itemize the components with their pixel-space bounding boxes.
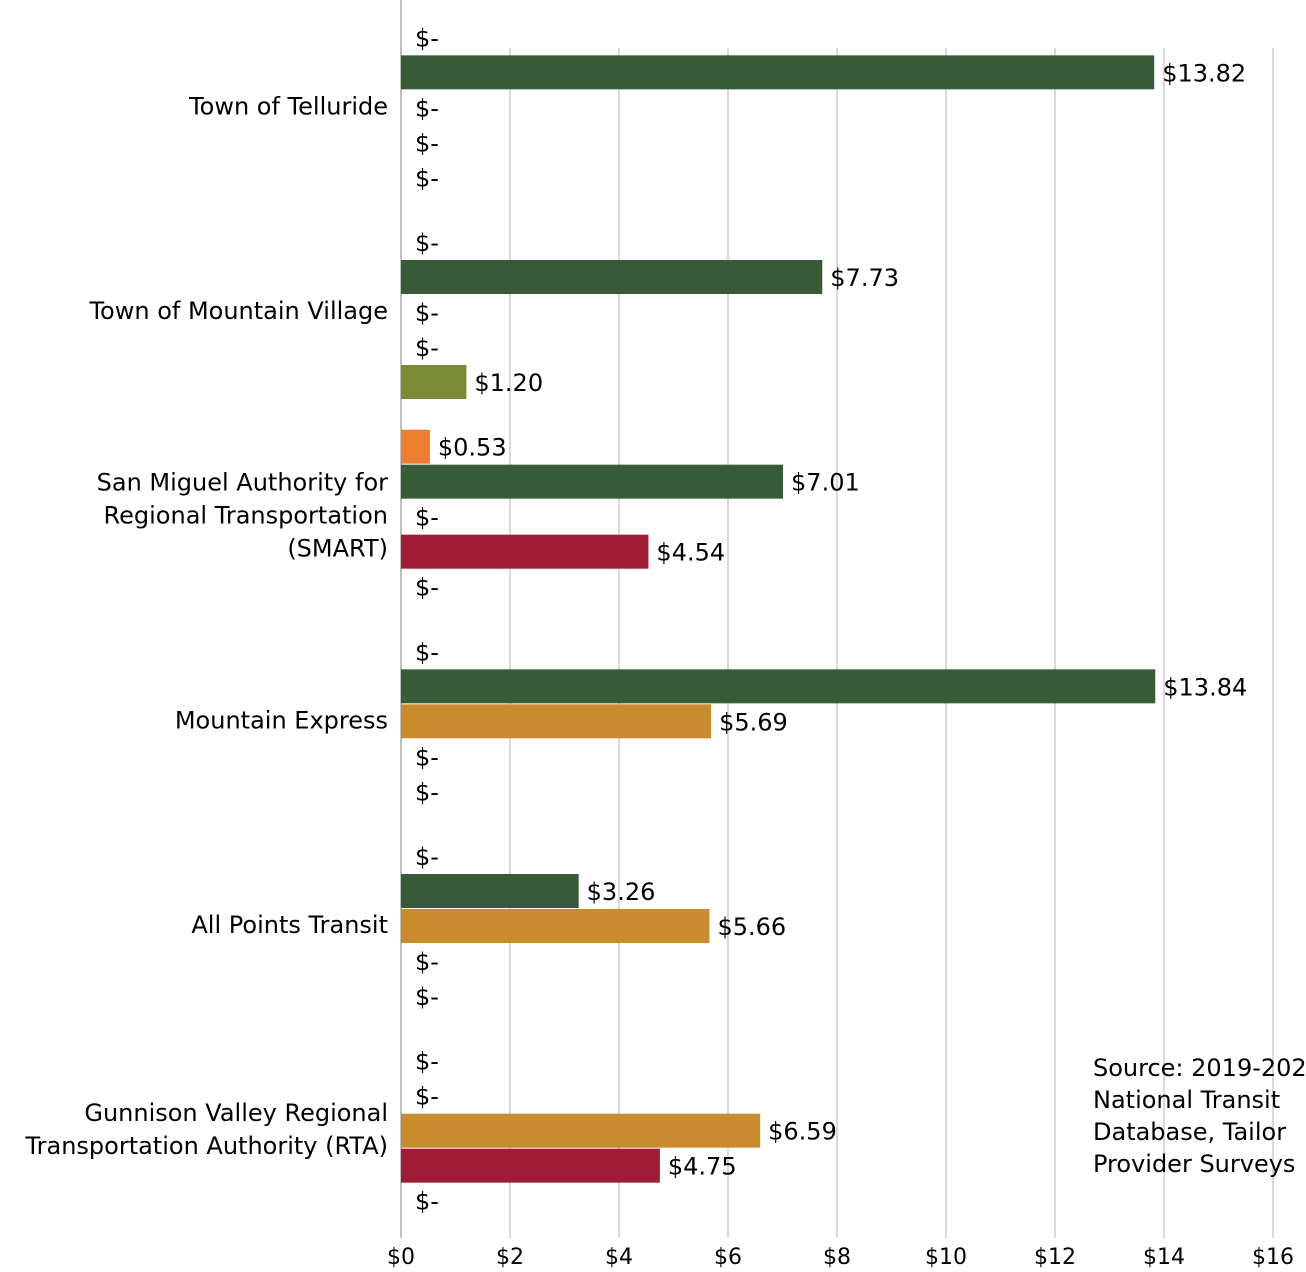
x-tick-label: $2	[496, 1245, 524, 1270]
x-tick-label: $4	[605, 1245, 633, 1270]
value-label: $13.84	[1163, 673, 1247, 701]
value-label: $5.69	[719, 708, 788, 736]
value-label: $-	[415, 743, 439, 771]
value-label: $-	[415, 24, 439, 52]
bar	[401, 260, 823, 294]
value-label: $7.01	[791, 469, 860, 497]
category-label: Regional Transportation	[104, 502, 388, 530]
bar	[401, 464, 784, 499]
category-label: San Miguel Authority for	[97, 469, 389, 497]
value-label: $-	[415, 229, 439, 257]
value-label: $-	[415, 334, 439, 362]
value-label: $6.59	[768, 1118, 837, 1146]
value-label: $4.54	[656, 539, 725, 567]
category-label: Mountain Express	[175, 706, 388, 734]
category-label: Town of Mountain Village	[88, 297, 388, 325]
category-label: All Points Transit	[191, 911, 388, 939]
bar	[401, 365, 467, 399]
bar	[401, 1113, 761, 1148]
value-label: $5.66	[717, 913, 786, 941]
bar	[401, 1148, 660, 1183]
value-label: $-	[415, 129, 439, 157]
value-label: $-	[415, 1083, 439, 1111]
value-label: $-	[415, 94, 439, 122]
value-label: $4.75	[668, 1153, 737, 1181]
value-label: $-	[415, 983, 439, 1011]
value-label: $-	[415, 1048, 439, 1076]
value-label: $-	[415, 843, 439, 871]
bar	[401, 874, 579, 908]
bar	[401, 669, 1156, 704]
x-tick-label: $0	[387, 1245, 415, 1270]
category-label: (SMART)	[287, 535, 388, 563]
value-label: $13.82	[1162, 59, 1246, 87]
source-note: National Transit	[1093, 1086, 1280, 1114]
category-label: Town of Telluride	[188, 92, 388, 120]
value-label: $-	[415, 1188, 439, 1216]
value-label: $-	[415, 299, 439, 327]
x-tick-label: $14	[1143, 1245, 1185, 1270]
value-label: $3.26	[587, 878, 656, 906]
value-label: $-	[415, 504, 439, 532]
category-label: Transportation Authority (RTA)	[24, 1132, 388, 1160]
x-tick-label: $8	[823, 1245, 851, 1270]
bar	[401, 704, 712, 739]
bar	[401, 534, 649, 569]
value-label: $1.20	[474, 369, 543, 397]
value-label: $-	[415, 948, 439, 976]
x-tick-label: $6	[714, 1245, 742, 1270]
bar	[401, 909, 710, 943]
value-label: $-	[415, 164, 439, 192]
source-note: Provider Surveys	[1093, 1150, 1295, 1178]
x-tick-label: $12	[1034, 1245, 1076, 1270]
category-label: Gunnison Valley Regional	[84, 1099, 388, 1127]
x-tick-label: $16	[1252, 1245, 1294, 1270]
value-label: $-	[415, 574, 439, 602]
bar	[401, 429, 430, 464]
x-tick-label: $10	[925, 1245, 967, 1270]
value-label: $7.73	[830, 264, 899, 292]
source-note: Database, Tailor	[1093, 1118, 1286, 1146]
bar	[401, 55, 1155, 90]
value-label: $0.53	[438, 434, 507, 462]
value-label: $-	[415, 778, 439, 806]
source-note: Source: 2019-202	[1093, 1054, 1306, 1082]
value-label: $-	[415, 638, 439, 666]
